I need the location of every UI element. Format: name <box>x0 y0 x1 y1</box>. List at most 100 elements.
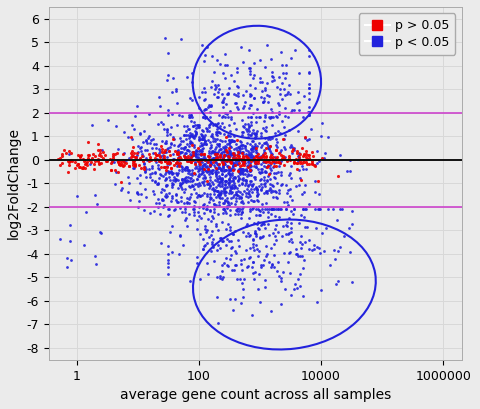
Point <box>272 221 279 228</box>
Point <box>308 161 316 168</box>
Point <box>313 148 321 155</box>
Point <box>266 115 274 122</box>
Point <box>225 170 232 177</box>
Point <box>276 159 284 166</box>
Point <box>168 170 176 176</box>
Point <box>256 75 264 81</box>
Point <box>276 213 283 220</box>
Point <box>215 129 222 136</box>
Point <box>163 191 170 198</box>
Point <box>262 123 270 130</box>
Point <box>257 187 265 194</box>
Point <box>267 264 275 270</box>
Point <box>318 155 326 162</box>
Point <box>213 120 221 127</box>
Point <box>215 198 222 205</box>
Point <box>195 124 203 130</box>
Point <box>195 157 203 163</box>
Point <box>284 114 291 121</box>
Point <box>203 178 211 184</box>
Point <box>200 156 208 163</box>
Point <box>193 165 201 172</box>
Point <box>272 159 280 165</box>
Point <box>250 130 258 136</box>
Point <box>260 147 267 154</box>
Point <box>219 144 227 151</box>
Point <box>221 137 228 144</box>
Point <box>136 155 144 162</box>
Point <box>266 143 274 150</box>
Point <box>249 144 257 151</box>
Point <box>194 151 202 157</box>
Point <box>254 166 262 173</box>
Point <box>131 113 138 119</box>
Point <box>207 132 215 139</box>
Point <box>215 189 223 196</box>
Point <box>254 198 262 204</box>
Point <box>259 99 267 105</box>
Point <box>235 166 242 173</box>
Point <box>82 165 89 171</box>
Point <box>209 215 216 221</box>
Point <box>237 256 245 263</box>
Point <box>201 131 209 138</box>
Point <box>124 174 132 180</box>
Point <box>273 180 281 186</box>
Point <box>250 155 258 162</box>
Point <box>225 238 233 244</box>
Point <box>244 194 252 200</box>
Point <box>203 125 210 132</box>
Point <box>281 112 288 119</box>
Point <box>208 178 216 185</box>
Point <box>203 126 211 132</box>
Point <box>198 142 206 148</box>
Point <box>186 151 194 157</box>
Point <box>178 164 186 170</box>
Point <box>244 190 252 197</box>
Point <box>253 128 261 135</box>
Point <box>254 191 262 198</box>
Point <box>140 166 148 172</box>
Point <box>281 154 288 161</box>
Point <box>214 154 222 161</box>
Point <box>183 146 191 153</box>
Point <box>157 119 165 125</box>
Point <box>201 157 208 163</box>
Point <box>248 206 255 213</box>
Point <box>272 232 279 239</box>
Point <box>186 183 193 189</box>
Point <box>300 159 308 166</box>
Point <box>229 152 237 159</box>
Point <box>264 136 272 142</box>
Point <box>241 121 249 128</box>
Point <box>196 193 204 199</box>
Point <box>235 145 242 151</box>
Point <box>242 193 250 200</box>
Point <box>282 206 290 213</box>
Point <box>266 143 274 149</box>
Point <box>173 199 180 206</box>
Point <box>129 135 136 142</box>
Point <box>188 97 196 103</box>
Point <box>234 204 242 211</box>
Point <box>267 187 275 194</box>
Point <box>209 197 217 204</box>
Point <box>190 148 198 155</box>
Point <box>176 160 184 166</box>
Point <box>251 176 259 182</box>
Point <box>253 143 261 149</box>
Point <box>143 174 150 181</box>
Point <box>253 186 261 192</box>
Point <box>193 254 201 261</box>
Point <box>211 81 219 88</box>
Point <box>220 206 228 213</box>
Point <box>200 135 208 142</box>
Point <box>347 156 354 163</box>
Point <box>320 155 328 161</box>
Point <box>158 149 166 155</box>
Point <box>186 183 194 190</box>
Point <box>185 148 193 155</box>
Point <box>256 114 264 121</box>
Point <box>282 146 289 152</box>
Point <box>228 251 235 258</box>
